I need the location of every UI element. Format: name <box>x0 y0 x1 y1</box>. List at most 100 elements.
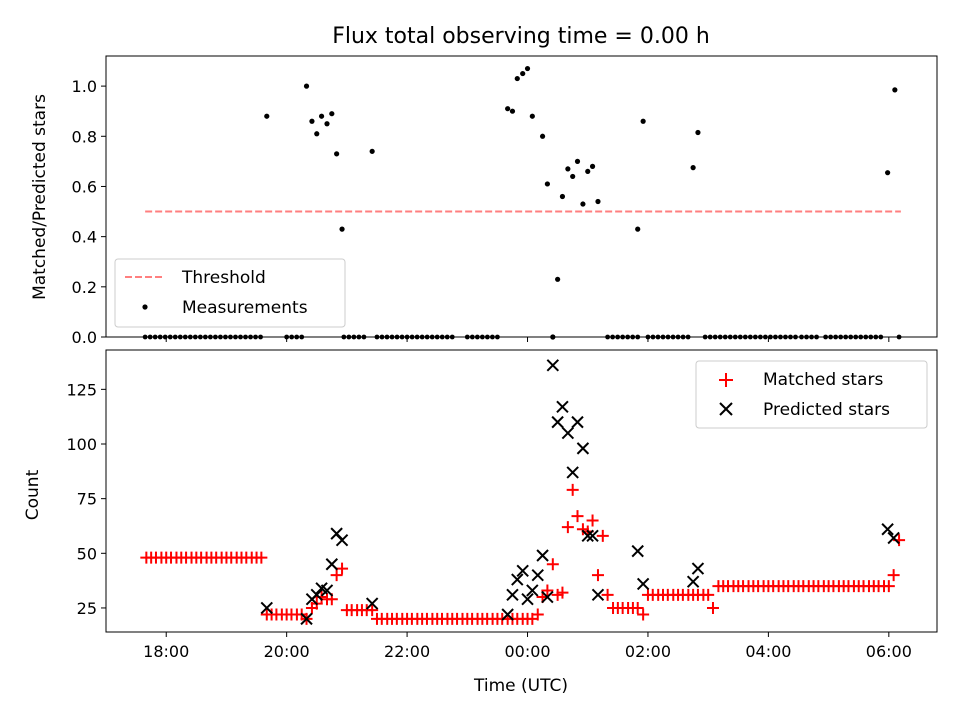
measurement-point <box>177 334 183 340</box>
top-axes-frame <box>105 55 938 338</box>
measurement-point <box>212 334 218 340</box>
measurement-point <box>868 334 874 340</box>
measurement-point <box>885 170 891 176</box>
measurement-point <box>539 133 546 139</box>
measurement-point <box>394 334 400 340</box>
measurement-point <box>339 226 345 232</box>
bottom-plot-area: 25 50 75 100 125 18:00 20:00 22:00 00:00 02:00 04:… <box>66 349 938 661</box>
measurement-point <box>615 334 621 340</box>
matched-star-point <box>556 586 569 599</box>
predicted-star-point <box>576 442 590 455</box>
x-tick-label: 18:00 <box>143 642 189 661</box>
measurement-point <box>529 113 535 119</box>
measurement-point <box>444 334 450 340</box>
measurement-point <box>823 334 828 340</box>
bottom-legend-matched-label: Matched stars <box>763 370 883 390</box>
measurement-point <box>680 334 686 340</box>
measurement-point <box>804 334 809 340</box>
matched-star-point <box>601 588 614 601</box>
measurement-point <box>361 334 367 340</box>
measurement-point <box>873 334 879 340</box>
measurement-point <box>414 334 420 340</box>
measurement-point <box>752 334 758 340</box>
top-y-axis-label: Matched/Predicted stars <box>30 94 50 300</box>
measurement-point <box>152 334 158 340</box>
predicted-star-point <box>521 593 534 606</box>
measurement-point <box>248 334 253 340</box>
bottom-y-tick-label: 100 <box>66 435 97 454</box>
measurement-point <box>665 334 671 340</box>
measurement-point <box>858 334 864 340</box>
measurement-point <box>303 83 310 89</box>
measurement-point <box>218 334 223 340</box>
predicted-star-point <box>887 531 900 545</box>
matched-star-point <box>546 558 559 571</box>
measurement-point <box>570 173 576 180</box>
measurement-point <box>635 334 641 340</box>
top-legend-measurements-label: Measurements <box>182 298 308 318</box>
measurement-point <box>848 334 854 340</box>
top-y-tick-label: 1.0 <box>72 77 97 96</box>
measurement-point <box>243 334 248 340</box>
measurement-point <box>767 334 773 340</box>
measurement-point <box>346 334 352 340</box>
matched-star-point <box>706 601 719 614</box>
measurement-point <box>645 334 651 340</box>
measurement-point <box>707 334 713 340</box>
measurement-point <box>207 334 213 340</box>
matched-star-point <box>596 529 609 542</box>
measurement-point <box>474 334 480 340</box>
x-tick-label: 04:00 <box>745 642 791 661</box>
measurement-point <box>892 87 898 93</box>
measurement-point <box>685 334 691 340</box>
x-tick-label: 02:00 <box>625 642 671 661</box>
measurement-point <box>374 334 380 340</box>
measurement-point <box>318 113 325 119</box>
bottom-legend-matched-swatch <box>719 373 733 387</box>
measurement-point <box>783 334 788 340</box>
bottom-y-tick-label: 75 <box>77 490 97 509</box>
measurement-point <box>505 106 511 112</box>
measurement-point <box>635 226 641 232</box>
x-tick-label: 00:00 <box>504 642 550 661</box>
measurement-point <box>828 334 834 340</box>
bottom-y-tick-label: 25 <box>77 599 97 618</box>
matched-star-point <box>571 510 584 523</box>
predicted-star-point <box>541 590 554 604</box>
predicted-star-point <box>526 584 539 597</box>
predicted-star-point <box>881 523 894 536</box>
measurement-point <box>732 334 738 340</box>
measurement-point <box>464 334 470 340</box>
measurement-point <box>157 334 163 340</box>
measurement-point <box>489 334 495 340</box>
measurement-point <box>838 334 844 340</box>
measurement-point <box>187 334 193 340</box>
measurement-point <box>294 334 300 340</box>
measurement-point <box>799 334 804 340</box>
measurement-point <box>202 334 208 340</box>
predicted-star-point <box>516 564 529 577</box>
measurement-point <box>878 334 884 340</box>
measurement-point <box>228 334 233 340</box>
measurement-point <box>192 334 198 340</box>
x-axis-label: Time (UTC) <box>473 676 568 696</box>
bottom-legend-box <box>695 360 928 429</box>
matched-star-point <box>882 580 895 593</box>
measurement-point <box>341 334 347 340</box>
measurement-point <box>351 334 357 340</box>
bottom-y-tick-label: 125 <box>66 380 97 399</box>
measurement-point <box>589 163 596 169</box>
measurement-point <box>356 334 362 340</box>
measurement-point <box>384 334 390 340</box>
measurement-point <box>630 334 636 340</box>
top-y-tick-label: 0.6 <box>72 177 97 196</box>
matched-star-point <box>586 514 599 527</box>
bottom-legend-predicted-swatch <box>719 402 733 416</box>
measurement-point <box>809 334 814 340</box>
measurement-point <box>289 334 295 340</box>
top-y-tick-label: 0.8 <box>72 127 97 146</box>
matched-star-point <box>366 604 379 617</box>
measurement-point <box>712 334 718 340</box>
predicted-star-point <box>546 359 560 372</box>
predicted-star-point <box>506 588 519 602</box>
